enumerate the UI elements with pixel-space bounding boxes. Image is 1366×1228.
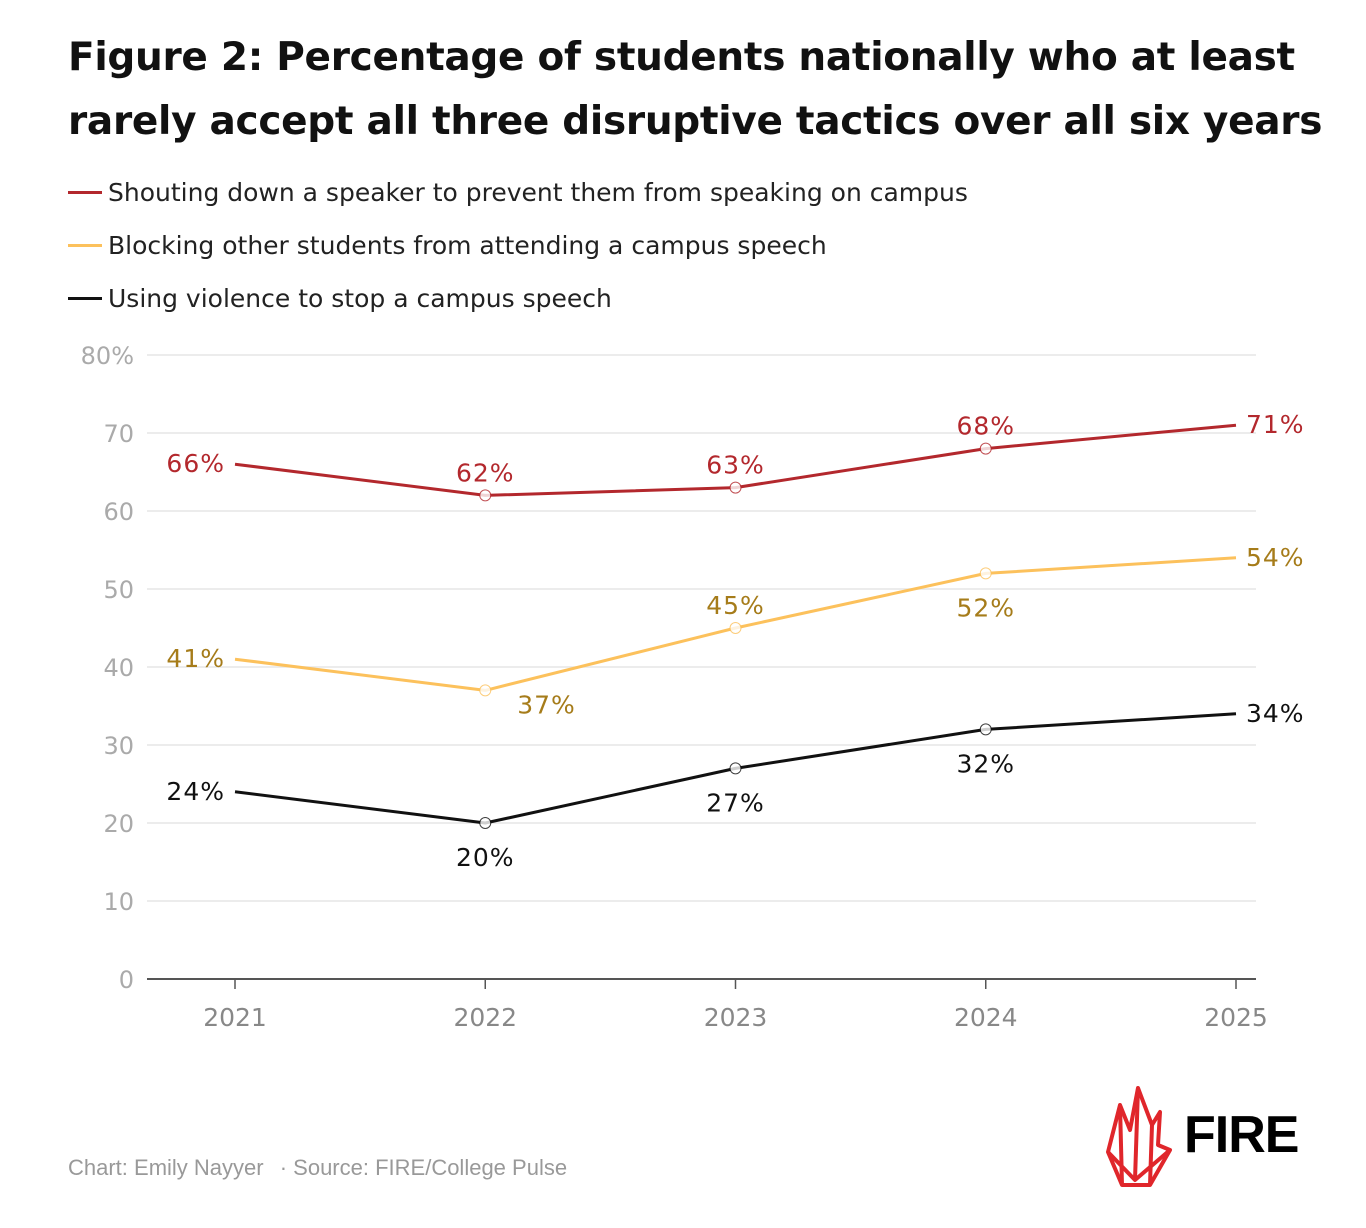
data-point [979, 723, 992, 736]
footer: Chart: Emily Nayyer · Source: FIRE/Colle… [68, 1155, 577, 1181]
x-tick-label: 2021 [203, 1003, 267, 1032]
title-line-2: rarely accept all three disruptive tacti… [68, 99, 1323, 144]
y-tick-label: 0 [119, 966, 134, 994]
data-label: 34% [1246, 699, 1305, 728]
chart-credit: Chart: Emily Nayyer [68, 1155, 264, 1180]
y-tick-label: 50 [103, 576, 134, 604]
data-point [729, 762, 742, 775]
data-point [729, 622, 742, 634]
data-label: 52% [956, 593, 1015, 622]
fire-logo: FIRE [1100, 1080, 1299, 1190]
data-label: 54% [1246, 543, 1305, 572]
data-label: 20% [456, 843, 515, 872]
x-tick-label: 2025 [1204, 1003, 1268, 1032]
data-label: 32% [956, 749, 1015, 778]
data-point [479, 684, 492, 697]
data-point [479, 817, 492, 829]
y-tick-label: 10 [103, 888, 134, 916]
y-tick-label: 30 [103, 732, 134, 760]
legend-swatch [68, 297, 102, 300]
chart-source: · Source: FIRE/College Pulse [279, 1155, 568, 1180]
legend-item-shouting: Shouting down a speaker to prevent them … [68, 166, 968, 219]
data-label: 24% [166, 777, 225, 806]
data-point [979, 567, 992, 580]
data-label: 63% [706, 451, 765, 480]
legend-label: Shouting down a speaker to prevent them … [108, 178, 968, 207]
title-line-1: Figure 2: Percentage of students nationa… [68, 35, 1295, 80]
data-point [979, 442, 992, 455]
data-label: 37% [517, 690, 576, 719]
logo-text: FIRE [1184, 1106, 1299, 1164]
data-point [729, 481, 742, 494]
data-label: 71% [1246, 410, 1305, 439]
data-label: 27% [706, 788, 765, 817]
legend-swatch [68, 191, 102, 194]
data-label: 68% [956, 412, 1015, 441]
legend-label: Using violence to stop a campus speech [108, 284, 612, 313]
flame-icon [1106, 1086, 1172, 1187]
data-label: 62% [456, 458, 515, 487]
legend-item-blocking: Blocking other students from attending a… [68, 219, 968, 272]
x-tick-label: 2022 [453, 1003, 517, 1032]
data-label: 41% [166, 644, 225, 673]
y-tick-label: 60 [103, 498, 134, 526]
y-tick-label: 20 [103, 810, 134, 838]
legend-swatch [68, 244, 102, 247]
x-tick-label: 2023 [704, 1003, 768, 1032]
legend-item-violence: Using violence to stop a campus speech [68, 272, 968, 325]
chart-title: Figure 2: Percentage of students nationa… [68, 26, 1322, 154]
y-tick-label: 40 [103, 654, 134, 682]
data-point [479, 489, 492, 502]
x-tick-label: 2024 [954, 1003, 1018, 1032]
legend: Shouting down a speaker to prevent them … [68, 166, 968, 325]
y-tick-label: 70 [103, 420, 134, 448]
data-label: 66% [166, 449, 225, 478]
legend-label: Blocking other students from attending a… [108, 231, 827, 260]
data-label: 45% [706, 591, 765, 620]
y-tick-label: 80% [81, 342, 134, 370]
